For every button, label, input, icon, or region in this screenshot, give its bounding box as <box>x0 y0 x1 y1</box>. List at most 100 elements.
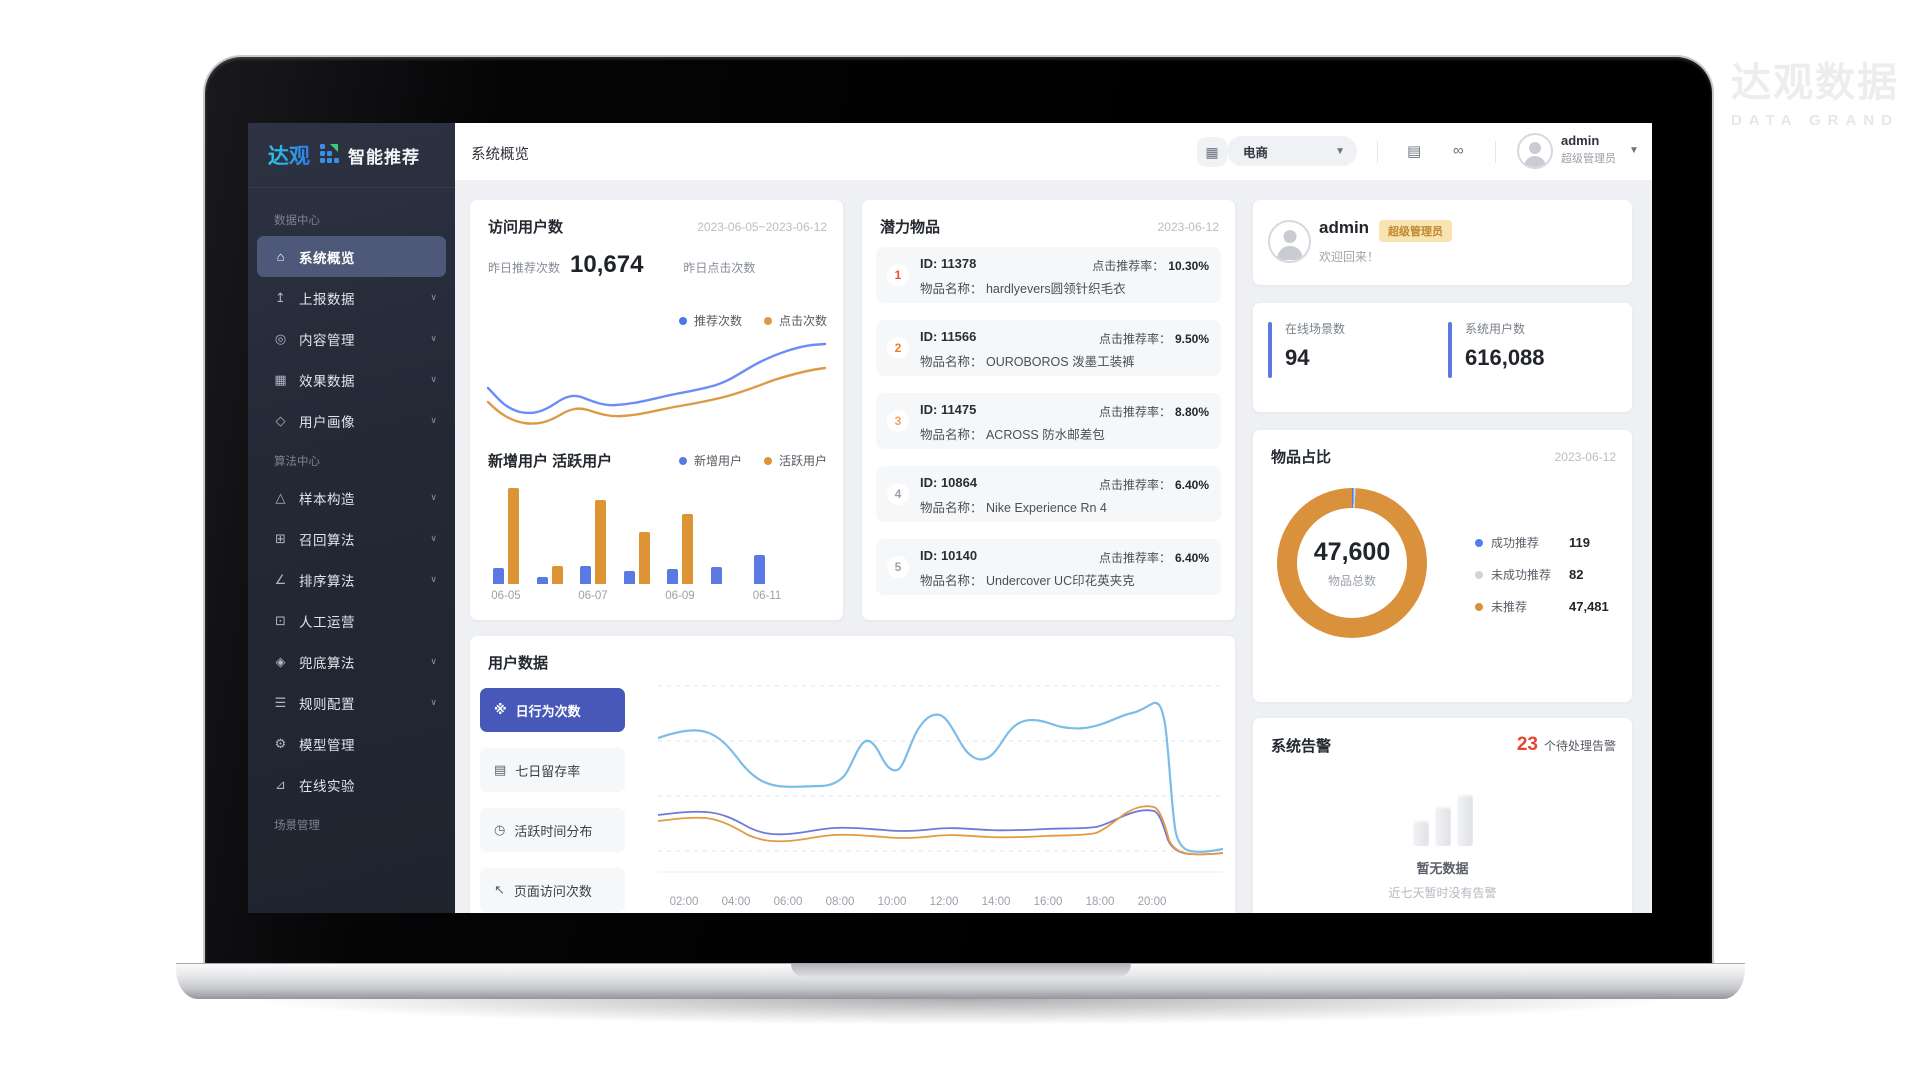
potential-item-row[interactable]: 5 ID: 10140 点击推荐率： 6.40% 物品名称： Undercover UC… <box>876 539 1221 595</box>
tab-七日留存率[interactable]: ▤ 七日留存率 <box>480 748 625 792</box>
laptop-base-notch <box>790 964 1131 977</box>
potential-item-row[interactable]: 1 ID: 11378 点击推荐率： 10.30% 物品名称： hardlyevers圆… <box>876 247 1221 303</box>
donut-legend-item: 未推荐 47,481 <box>1475 598 1609 615</box>
item-name: 物品名称： ACROSS 防水邮差包 <box>920 428 1105 442</box>
donut-center-value: 47,600 <box>1313 537 1391 566</box>
tab-活跃时间分布[interactable]: ◷ 活跃时间分布 <box>480 808 625 852</box>
bar-06-09 <box>682 514 693 584</box>
kpi-system-users: 系统用户数 616,088 <box>1448 320 1545 378</box>
experiment-icon: ⊿ <box>275 776 286 792</box>
sidebar-item-label: 上报数据 <box>299 291 355 307</box>
grid-icon[interactable]: ▦ <box>1197 137 1227 167</box>
item-id: ID: 10140 <box>920 548 978 563</box>
chevron-down-icon: ∨ <box>430 415 437 425</box>
tab-页面访问次数[interactable]: ↖ 页面访问次数 <box>480 868 625 912</box>
sidebar-item-召回算法[interactable]: ⊞ 召回算法 ∨ <box>257 518 446 559</box>
item-ctr: 点击推荐率： 6.40% <box>1098 551 1209 565</box>
item-ctr: 点击推荐率： 6.40% <box>1098 478 1209 492</box>
sidebar-item-用户画像[interactable]: ◇ 用户画像 ∨ <box>257 400 446 441</box>
user-role: 超级管理员 <box>1561 153 1616 165</box>
home-icon: ⌂ <box>276 249 285 264</box>
item-share-donut-chart: 47,600 物品总数 <box>1277 488 1427 638</box>
sidebar-item-样本构造[interactable]: △ 样本构造 ∨ <box>257 477 446 518</box>
link-icon[interactable]: ∞ <box>1453 142 1464 159</box>
card-title: 访问用户数 <box>488 219 564 236</box>
card-title: 潜力物品 <box>880 219 941 236</box>
chevron-down-icon: ∨ <box>430 374 437 384</box>
chevron-down-icon: ∨ <box>430 292 437 302</box>
rank-badge: 5 <box>887 556 909 578</box>
sidebar-item-label: 在线实验 <box>299 778 355 794</box>
sidebar-item-label: 系统概览 <box>299 250 355 266</box>
legend-name: 未成功推荐 <box>1491 568 1552 582</box>
tab-日行为次数[interactable]: ※ 日行为次数 <box>480 688 625 732</box>
potential-item-row[interactable]: 4 ID: 10864 点击推荐率： 6.40% 物品名称： Nike Experien… <box>876 466 1221 522</box>
sidebar: 达观 <box>248 123 455 913</box>
admin-name: admin <box>1319 218 1370 237</box>
item-name: 物品名称： Nike Experience Rn 4 <box>920 501 1107 515</box>
rules-icon: ☰ <box>274 694 287 710</box>
sidebar-item-效果数据[interactable]: ▦ 效果数据 ∨ <box>257 359 446 400</box>
sidebar-item-label: 人工运营 <box>299 614 355 630</box>
dashboard-screen: 达观 <box>248 123 1652 913</box>
sidebar-item-模型管理[interactable]: ⚙ 模型管理 <box>257 723 446 764</box>
x-tick-label: 06:00 <box>773 896 803 908</box>
x-tick-label: 06-09 <box>665 590 695 602</box>
bar-06-07 <box>580 566 591 584</box>
rank-badge: 1 <box>887 264 909 286</box>
bar-06-08 <box>638 532 650 584</box>
potential-item-row[interactable]: 3 ID: 11475 点击推荐率： 8.80% 物品名称： ACROSS 防水邮差包 <box>876 393 1221 449</box>
user-data-card: 用户数据 ※ 日行为次数 ▤ 七日留存率 ◷ 活跃时间分布 ↖ 页面访问次数 <box>470 636 1235 913</box>
bar-06-06 <box>536 577 548 584</box>
x-tick-label: 06-11 <box>752 590 782 602</box>
donut-center-label: 物品总数 <box>1327 573 1376 588</box>
sidebar-item-人工运营[interactable]: ⊡ 人工运营 <box>257 600 446 641</box>
brand-name: 达观 <box>268 140 310 170</box>
x-tick-label: 12:00 <box>929 896 959 908</box>
donut-legend-item: 未成功推荐 82 <box>1475 566 1609 583</box>
user-menu[interactable]: admin 超级管理员 <box>1561 133 1616 166</box>
yesterday-click-label: 昨日点击次数 <box>683 261 756 275</box>
kpi-stats-card: 在线场景数 94 系统用户数 616,088 <box>1253 303 1632 412</box>
sidebar-item-label: 排序算法 <box>299 573 355 589</box>
user-data-tabs: ※ 日行为次数 ▤ 七日留存率 ◷ 活跃时间分布 ↖ 页面访问次数 <box>480 688 625 913</box>
chevron-down-icon[interactable]: ▼ <box>1629 145 1639 156</box>
item-name: 物品名称： OUROBOROS 泼墨工装裤 <box>920 355 1135 369</box>
visit-users-card: 访问用户数 2023-06-05~2023-06-12 昨日推荐次数 10,67… <box>470 200 843 620</box>
sidebar-item-上报数据[interactable]: ↥ 上报数据 ∨ <box>257 277 446 318</box>
item-id: ID: 11566 <box>920 329 977 344</box>
sidebar-item-排序算法[interactable]: ∠ 排序算法 ∨ <box>257 559 446 600</box>
bar-06-07 <box>595 500 606 584</box>
item-id: ID: 10864 <box>920 475 978 490</box>
sidebar-item-兜底算法[interactable]: ◈ 兜底算法 ∨ <box>257 641 446 682</box>
legend-value: 82 <box>1569 567 1584 582</box>
sidebar-item-规则配置[interactable]: ☰ 规则配置 ∨ <box>257 682 446 723</box>
doc-icon[interactable]: ▤ <box>1407 143 1422 160</box>
behavior-icon: ※ <box>494 702 507 717</box>
empty-state-title: 暂无数据 <box>1416 861 1469 876</box>
user-avatar[interactable] <box>1517 133 1553 169</box>
upload-icon: ↥ <box>275 289 286 305</box>
x-tick-label: 08:00 <box>825 896 855 908</box>
chevron-down-icon: ∨ <box>430 533 437 543</box>
chevron-down-icon: ▼ <box>1335 145 1345 157</box>
sidebar-section-label: 场景管理 <box>274 820 320 832</box>
main-content: 访问用户数 2023-06-05~2023-06-12 昨日推荐次数 10,67… <box>455 180 1652 913</box>
card-date: 2023-06-12 <box>1157 219 1219 234</box>
chart-icon: ▦ <box>274 371 287 387</box>
legend-dot <box>1475 538 1483 547</box>
bar-06-05 <box>508 488 519 584</box>
laptop-base <box>176 963 1745 1025</box>
chevron-down-icon: ∨ <box>430 656 437 666</box>
header-divider <box>1377 141 1378 163</box>
card-title: 物品占比 <box>1271 449 1332 466</box>
x-tick-label: 14:00 <box>981 896 1011 908</box>
scene-selector-dropdown[interactable]: 电商 ▼ <box>1227 136 1357 166</box>
sidebar-item-在线实验[interactable]: ⊿ 在线实验 <box>257 764 446 805</box>
rank-badge: 2 <box>887 337 909 359</box>
sidebar-item-内容管理[interactable]: ◎ 内容管理 ∨ <box>257 318 446 359</box>
pageview-icon: ↖ <box>494 882 505 897</box>
sidebar-item-label: 内容管理 <box>299 332 355 348</box>
potential-item-row[interactable]: 2 ID: 11566 点击推荐率： 9.50% 物品名称： OUROBOROS 泼墨工… <box>876 320 1221 376</box>
sidebar-item-系统概览[interactable]: ⌂ 系统概览 <box>257 236 446 277</box>
